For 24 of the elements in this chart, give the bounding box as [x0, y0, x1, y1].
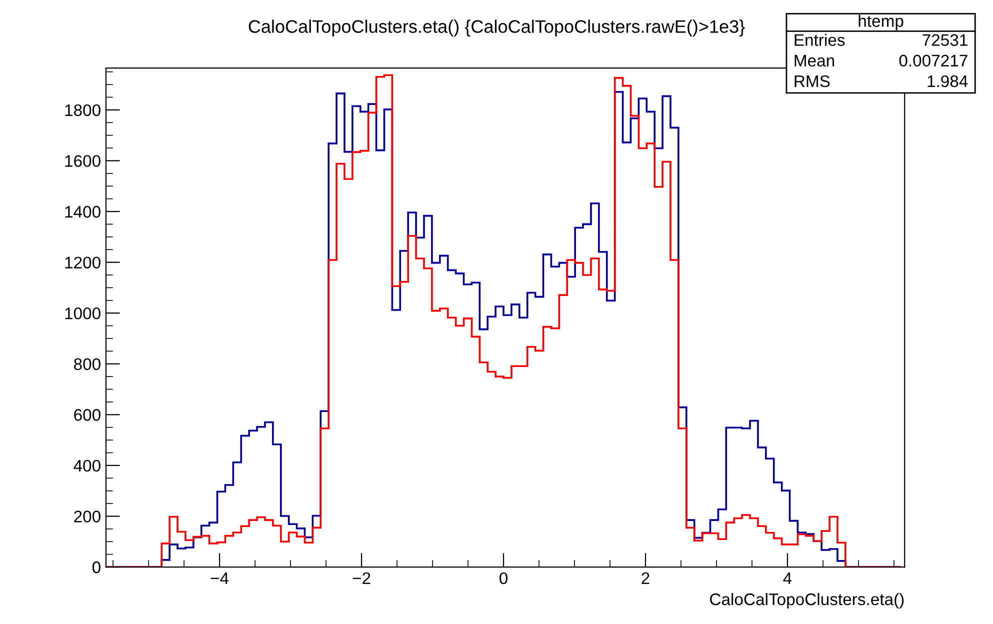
y-tick-label: 1600: [65, 155, 100, 167]
y-tick-label: 1000: [65, 307, 100, 320]
y-tick-label: 400: [74, 460, 100, 472]
x-tick-label: −2: [352, 572, 370, 584]
x-tick-label: 0: [500, 572, 508, 584]
text: Mean: [794, 54, 834, 67]
y-tick-label: 1800: [65, 104, 100, 116]
annotation: RMS: [794, 75, 830, 88]
y-tick-label: 1200: [65, 256, 100, 268]
x-tick-label: 2: [642, 572, 650, 584]
y-tick-label: 600: [74, 409, 100, 421]
y-tick-label: 200: [74, 510, 100, 522]
x-tick-label: 4: [783, 572, 792, 584]
chart-title: CaloCalTopoClusters.eta() {CaloCalTopoClusters.rawE()>1e3}: [248, 20, 745, 36]
x-tick-label: −4: [210, 572, 229, 584]
text: Entries: [794, 34, 845, 46]
text: 1.984: [928, 75, 968, 88]
text: 0.007217: [899, 54, 968, 67]
text: 72531: [922, 34, 968, 46]
text: htemp: [858, 14, 904, 30]
x-axis-title: CaloCalTopoClusters.eta(): [710, 592, 904, 609]
y-tick-label: 0: [92, 561, 100, 574]
y-tick-label: 1400: [65, 206, 100, 218]
y-tick-label: 800: [74, 358, 100, 370]
